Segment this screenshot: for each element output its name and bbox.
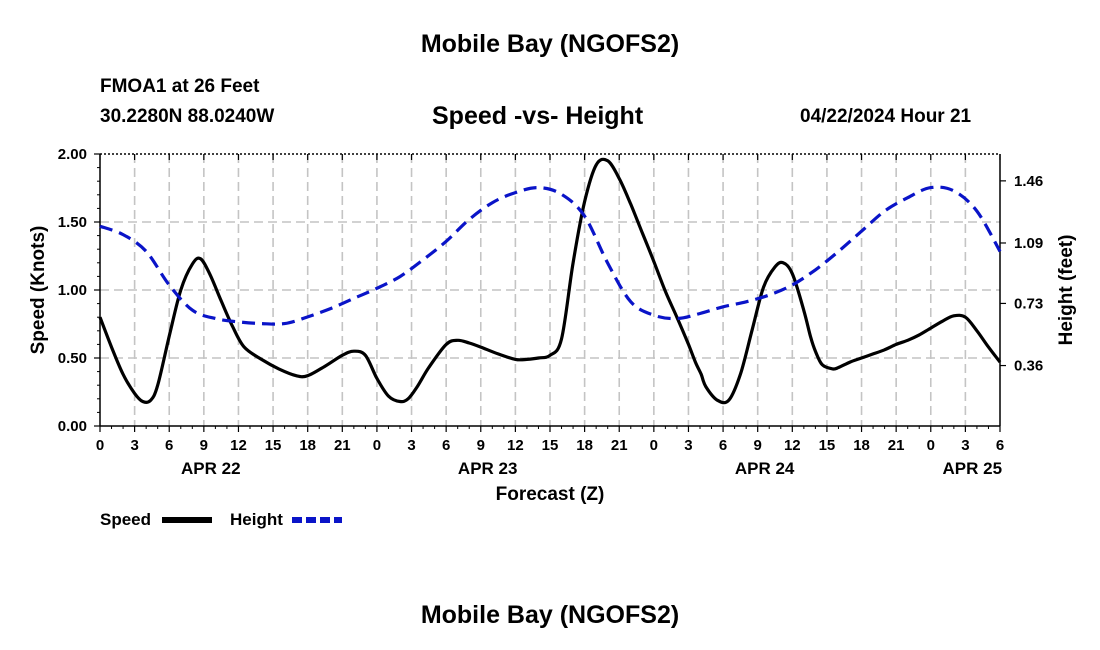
x-tick-label: 18 — [576, 437, 593, 454]
x-tick-label: 21 — [611, 437, 628, 454]
x-tick-label: 18 — [853, 437, 870, 454]
legend-speed-label: Speed — [100, 510, 151, 529]
date-label: APR 22 — [181, 459, 241, 478]
footer-title: Mobile Bay (NGOFS2) — [420, 601, 680, 629]
x-tick-label: 0 — [373, 437, 381, 454]
y-tick-label: 0.50 — [58, 350, 87, 367]
x-tick-label: 9 — [200, 437, 208, 454]
x-tick-label: 15 — [265, 437, 282, 454]
x-tick-label: 21 — [334, 437, 351, 454]
y-tick-label: 1.00 — [58, 282, 87, 299]
y-axis-title: Speed (Knots) — [28, 226, 49, 355]
x-tick-label: 21 — [888, 437, 905, 454]
coordinates-label: 30.2280N 88.0240W — [100, 106, 275, 127]
y2-tick-label: 1.09 — [1014, 235, 1043, 252]
height-series-line — [99, 185, 1002, 326]
date-label: APR 23 — [458, 459, 518, 478]
y-tick-label: 0.00 — [58, 418, 87, 435]
x-tick-label: 0 — [927, 437, 935, 454]
date-label: APR 24 — [735, 459, 795, 478]
legend-height-label: Height — [230, 510, 283, 529]
x-tick-label: 12 — [784, 437, 801, 454]
x-tick-label: 0 — [650, 437, 658, 454]
y-tick-label: 2.00 — [58, 146, 87, 163]
date-label: APR 25 — [943, 459, 1003, 478]
x-tick-label: 6 — [719, 437, 727, 454]
forecast-datetime: 04/22/2024 Hour 21 — [800, 106, 972, 127]
station-label: FMOA1 at 26 Feet — [100, 76, 260, 97]
x-tick-label: 3 — [130, 437, 138, 454]
x-tick-label: 9 — [754, 437, 762, 454]
x-tick-label: 18 — [299, 437, 316, 454]
x-tick-label: 6 — [165, 437, 173, 454]
y2-tick-label: 0.36 — [1014, 358, 1043, 375]
y2-tick-label: 0.73 — [1014, 295, 1043, 312]
x-axis-title: Forecast (Z) — [496, 484, 605, 505]
y-tick-label: 1.50 — [58, 214, 87, 231]
chart-title: Mobile Bay (NGOFS2) — [420, 30, 680, 58]
chart-subtitle: Speed -vs- Height — [432, 102, 644, 130]
x-tick-label: 12 — [230, 437, 247, 454]
speed-series-line — [98, 157, 1002, 405]
x-tick-label: 3 — [961, 437, 969, 454]
x-tick-label: 6 — [996, 437, 1004, 454]
x-tick-label: 15 — [819, 437, 836, 454]
x-tick-label: 3 — [407, 437, 415, 454]
x-tick-label: 12 — [507, 437, 524, 454]
y2-axis-title: Height (feet) — [1056, 235, 1077, 346]
x-tick-label: 3 — [684, 437, 692, 454]
x-tick-label: 15 — [542, 437, 559, 454]
x-tick-label: 6 — [442, 437, 450, 454]
y2-tick-label: 1.46 — [1014, 173, 1043, 190]
x-tick-label: 0 — [96, 437, 104, 454]
x-tick-label: 9 — [477, 437, 485, 454]
